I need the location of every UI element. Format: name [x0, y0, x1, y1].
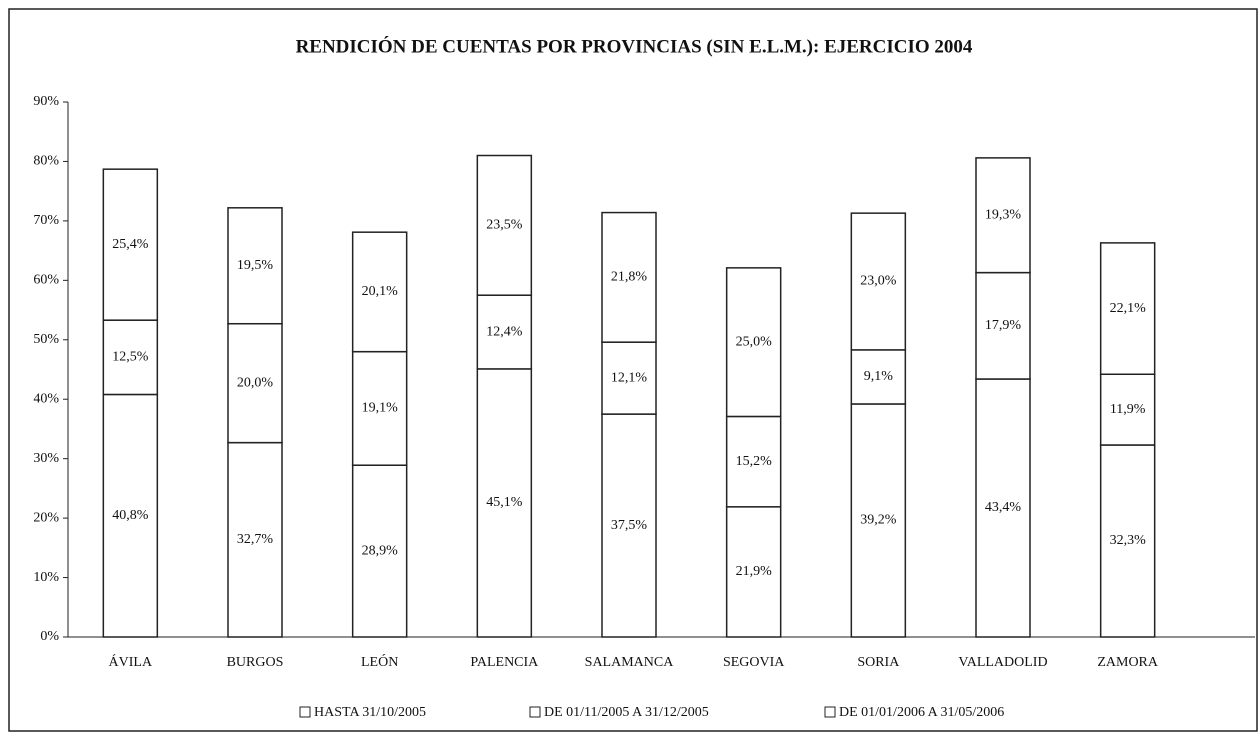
chart-border [8, 8, 1258, 732]
value-label: 20,1% [362, 284, 399, 299]
bar-segment [725, 506, 782, 638]
value-label: 21,8% [611, 270, 648, 285]
y-tick-label: 60% [33, 273, 59, 288]
bar-segment [601, 413, 657, 638]
y-tick-label: 90% [33, 94, 59, 109]
legend-label: DE 01/11/2005 A 31/12/2005 [544, 705, 709, 720]
value-label: 9,1% [864, 369, 894, 384]
y-tick-label: 40% [33, 391, 59, 406]
legend-swatch [299, 706, 311, 718]
value-label: 12,5% [112, 350, 149, 365]
value-label: 39,2% [860, 513, 897, 528]
bar-segment [975, 378, 1031, 638]
bar-segment [476, 294, 533, 370]
value-label: 17,9% [985, 318, 1022, 333]
bar-segment [725, 415, 782, 508]
legend-swatch [529, 706, 541, 718]
value-label: 37,5% [611, 518, 648, 533]
value-label: 23,0% [860, 274, 897, 289]
x-tick-label: LEÓN [361, 653, 398, 670]
value-label: 25,4% [112, 237, 149, 252]
x-tick-label: PALENCIA [470, 655, 539, 670]
bar-segment [102, 168, 159, 321]
x-tick-label: ZAMORA [1097, 655, 1159, 670]
value-label: 23,5% [486, 218, 523, 233]
value-label: 25,0% [736, 334, 773, 349]
y-tick-label: 30% [33, 451, 59, 466]
bar-segment [601, 211, 657, 343]
value-label: 19,3% [985, 207, 1022, 222]
bar-segment [850, 212, 907, 351]
value-label: 45,1% [486, 495, 523, 510]
value-label: 43,4% [985, 500, 1022, 515]
y-tick-label: 10% [33, 570, 59, 585]
bar-segment [975, 271, 1031, 380]
x-tick-label: SEGOVIA [723, 655, 785, 670]
x-tick-label: VALLADOLID [958, 655, 1047, 670]
bar-segment [227, 322, 283, 444]
x-tick-label: BURGOS [227, 655, 284, 670]
bar-segment [1099, 444, 1156, 638]
x-tick-label: ÁVILA [109, 653, 153, 670]
value-label: 20,0% [237, 375, 274, 390]
bar-segment [351, 464, 408, 638]
bar-segment [850, 403, 907, 638]
y-tick-label: 20% [33, 510, 59, 525]
bar-segment [1099, 373, 1156, 446]
bar-segment [227, 207, 283, 325]
y-tick-label: 50% [33, 332, 59, 347]
y-tick-label: 0% [40, 629, 59, 644]
legend-swatch [824, 706, 836, 718]
bar-segment [1099, 242, 1156, 376]
value-label: 40,8% [112, 508, 149, 523]
bar-segment [102, 393, 159, 638]
value-label: 12,1% [611, 370, 648, 385]
bar-segment [850, 349, 907, 405]
bar-segment [975, 157, 1031, 274]
value-label: 32,7% [237, 532, 274, 547]
value-label: 22,1% [1110, 301, 1147, 316]
bar-segment [725, 267, 782, 418]
value-label: 21,9% [736, 564, 773, 579]
value-label: 28,9% [362, 543, 399, 558]
y-tick-label: 70% [33, 213, 59, 228]
bar-segment [351, 231, 408, 353]
value-label: 19,5% [237, 258, 274, 273]
value-label: 11,9% [1110, 402, 1146, 417]
chart-title: RENDICIÓN DE CUENTAS POR PROVINCIAS (SIN… [296, 35, 973, 57]
bar-segment [351, 350, 408, 466]
x-tick-label: SORIA [857, 655, 900, 670]
y-tick-label: 80% [33, 154, 59, 169]
bar-segment [476, 154, 533, 296]
legend-label: DE 01/01/2006 A 31/05/2006 [839, 705, 1004, 720]
value-label: 32,3% [1110, 533, 1147, 548]
legend-label: HASTA 31/10/2005 [314, 705, 426, 720]
value-label: 15,2% [736, 454, 773, 469]
value-label: 12,4% [486, 324, 523, 339]
value-label: 19,1% [362, 401, 399, 416]
bar-segment [601, 341, 657, 415]
bar-segment [227, 441, 283, 638]
x-tick-label: SALAMANCA [585, 655, 675, 670]
